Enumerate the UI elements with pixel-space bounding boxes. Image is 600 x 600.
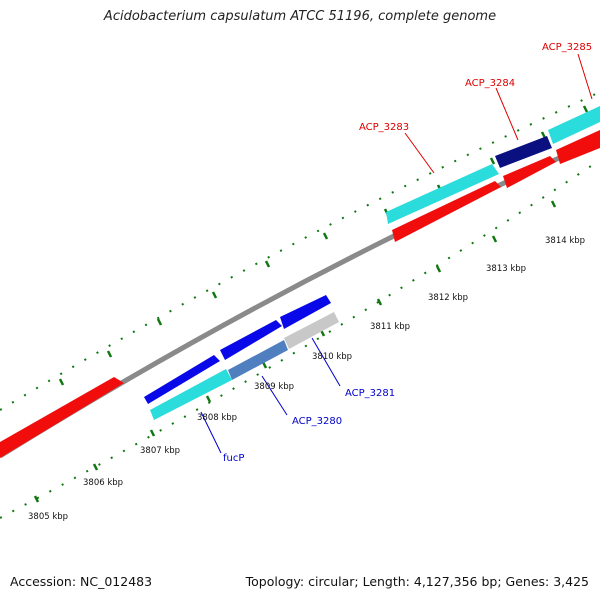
label-acp3280: ACP_3280 xyxy=(292,416,342,427)
tick-label-3813: 3813 kbp xyxy=(486,264,526,274)
label-acp3285: ACP_3285 xyxy=(542,42,592,53)
gene-acp3283-red[interactable] xyxy=(392,181,501,242)
gene-acp3280-cyan[interactable] xyxy=(150,369,232,420)
tick-label-3805: 3805 kbp xyxy=(28,512,68,522)
inner-major-ticks xyxy=(33,200,557,503)
gene-blue-1[interactable] xyxy=(144,355,220,404)
genome-backbone xyxy=(0,137,600,459)
gene-acp3285-red[interactable] xyxy=(556,130,600,164)
gene-acp3284-red[interactable] xyxy=(503,156,556,188)
label-acp3283: ACP_3283 xyxy=(359,122,409,133)
gene-acp3281-steel[interactable] xyxy=(228,340,288,380)
label-acp3281: ACP_3281 xyxy=(345,388,395,399)
genome-summary-text: Topology: circular; Length: 4,127,356 bp… xyxy=(245,574,589,589)
tick-label-3809: 3809 kbp xyxy=(254,382,294,392)
tick-label-3807: 3807 kbp xyxy=(140,446,180,456)
gene-blue-3[interactable] xyxy=(280,295,331,329)
page-title: Acidobacterium capsulatum ATCC 51196, co… xyxy=(103,9,497,24)
gene-blue-2[interactable] xyxy=(220,320,282,360)
tick-label-3808: 3808 kbp xyxy=(197,413,237,423)
gene-grey[interactable] xyxy=(284,312,339,349)
outer-tick-track xyxy=(0,91,600,411)
tick-label-3811: 3811 kbp xyxy=(370,322,410,332)
label-leaders xyxy=(200,53,593,454)
tick-label-3812: 3812 kbp xyxy=(428,293,468,303)
tick-label-3810: 3810 kbp xyxy=(312,352,352,362)
gene-acp3285-cyan[interactable] xyxy=(548,106,600,144)
label-acp3284: ACP_3284 xyxy=(465,78,515,89)
outer-major-ticks xyxy=(58,105,589,386)
gene-acp3283-cyan[interactable] xyxy=(386,164,499,224)
tick-label-3806: 3806 kbp xyxy=(83,478,123,488)
accession-text: Accession: NC_012483 xyxy=(10,574,153,589)
tick-label-3814: 3814 kbp xyxy=(545,236,585,246)
gene-red-left[interactable] xyxy=(0,377,124,458)
gene-acp3284-navy[interactable] xyxy=(495,136,552,168)
label-fucp: fucP xyxy=(223,453,244,464)
